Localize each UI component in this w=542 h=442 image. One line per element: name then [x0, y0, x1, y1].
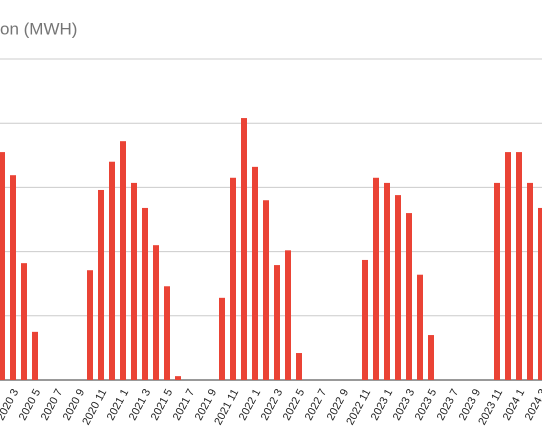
chart-title: on (MWH): [0, 19, 77, 38]
bar: [296, 353, 302, 380]
bar: [21, 263, 27, 380]
bar: [87, 270, 93, 380]
bar: [32, 331, 38, 380]
bar: [527, 182, 533, 380]
bar: [109, 161, 115, 380]
bar: [362, 259, 368, 380]
bar: [252, 166, 258, 380]
bar: [285, 250, 291, 380]
bar: [131, 182, 137, 380]
bar: [505, 152, 511, 380]
bar: [0, 152, 5, 380]
bar: [241, 118, 247, 381]
bar: [230, 177, 236, 380]
bar: [274, 265, 280, 380]
bar: [428, 335, 434, 380]
bar: [164, 286, 170, 380]
bar: [538, 207, 542, 380]
bar: [384, 182, 390, 380]
bar: [175, 376, 181, 380]
bar: [395, 195, 401, 380]
bar: [494, 182, 500, 380]
bar: [98, 189, 104, 380]
bar: [406, 213, 412, 380]
bar: [153, 245, 159, 380]
bar: [417, 274, 423, 380]
bar: [219, 297, 225, 380]
bar: [10, 175, 16, 380]
bar: [120, 141, 126, 380]
bar: [142, 207, 148, 380]
bar: [373, 177, 379, 380]
bar: [263, 200, 269, 380]
bar: [516, 152, 522, 380]
